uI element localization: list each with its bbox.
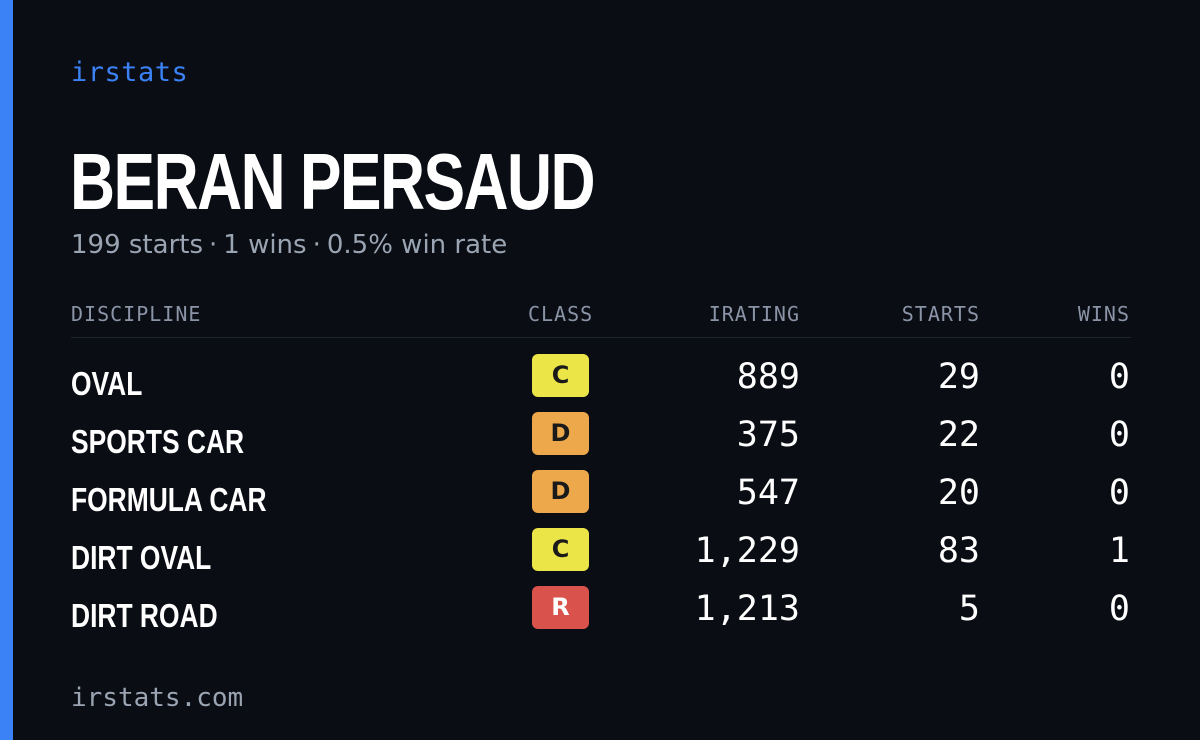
summary-separator: · [312, 230, 321, 260]
header-divider [71, 337, 1131, 338]
table-row: SPORTS CAR D 375 22 0 [71, 412, 1131, 470]
table-row: FORMULA CAR D 547 20 0 [71, 470, 1131, 528]
table-row: DIRT OVAL C 1,229 83 1 [71, 528, 1131, 586]
driver-name: BERAN PERSAUD [70, 137, 596, 226]
footer-url: irstats.com [71, 683, 244, 713]
starts-value: 83 [937, 531, 980, 571]
header-wins: WINS [1077, 302, 1130, 326]
discipline-name: FORMULA CAR [71, 481, 267, 518]
summary-separator: · [209, 230, 218, 260]
license-class-badge: C [532, 354, 589, 397]
discipline-name: SPORTS CAR [71, 423, 245, 460]
header-irating: IRATING [708, 302, 800, 326]
driver-summary: 199 starts · 1 wins · 0.5% win rate [71, 228, 507, 262]
irating-value: 889 [736, 357, 800, 397]
irating-value: 547 [736, 473, 800, 513]
license-class-badge: D [532, 412, 589, 455]
brand-logo-text: irstats [71, 57, 189, 88]
irating-value: 375 [736, 415, 800, 455]
starts-value: 29 [937, 357, 980, 397]
discipline-name: OVAL [71, 365, 143, 402]
discipline-name: DIRT OVAL [71, 539, 212, 576]
irating-value: 1,229 [694, 531, 800, 571]
starts-value: 22 [937, 415, 980, 455]
wins-value: 0 [1108, 589, 1130, 629]
wins-value: 0 [1108, 357, 1130, 397]
starts-value: 20 [937, 473, 980, 513]
header-starts: STARTS [901, 302, 980, 326]
discipline-name: DIRT ROAD [71, 597, 218, 634]
table-row: OVAL C 889 29 0 [71, 354, 1131, 412]
summary-starts: 199 starts [71, 230, 203, 260]
wins-value: 0 [1108, 415, 1130, 455]
irating-value: 1,213 [694, 589, 800, 629]
wins-value: 0 [1108, 473, 1130, 513]
license-class-badge: D [532, 470, 589, 513]
summary-wins: 1 wins [223, 230, 307, 260]
license-class-badge: R [532, 586, 589, 629]
summary-win-rate: 0.5% win rate [326, 230, 508, 260]
header-discipline: DISCIPLINE [71, 302, 202, 326]
license-class-badge: C [532, 528, 589, 571]
table-header: DISCIPLINE CLASS IRATING STARTS WINS [71, 300, 1131, 328]
header-class: CLASS [528, 302, 594, 326]
starts-value: 5 [958, 589, 980, 629]
table-row: DIRT ROAD R 1,213 5 0 [71, 586, 1131, 644]
wins-value: 1 [1108, 531, 1130, 571]
accent-bar [0, 0, 13, 740]
